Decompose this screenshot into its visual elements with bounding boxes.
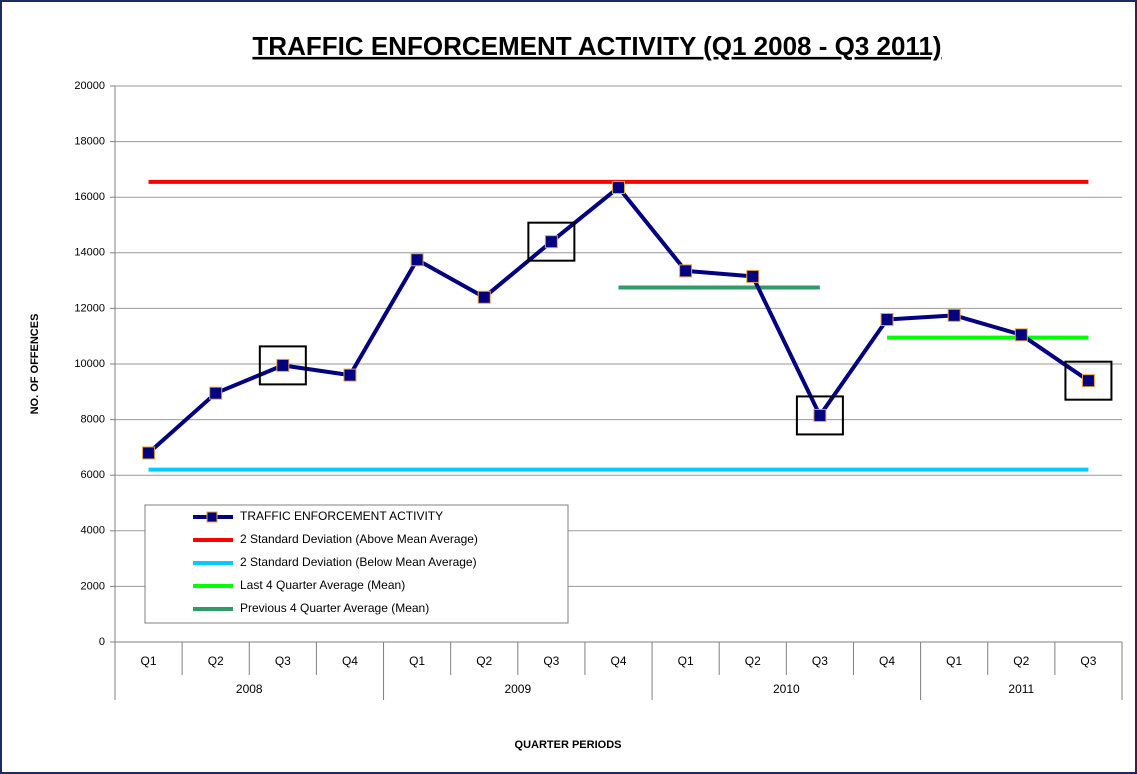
data-point (544, 235, 558, 249)
x-tick-label: Q4 (342, 654, 358, 668)
x-tick-label: Q1 (946, 654, 962, 668)
y-tick-label: 0 (99, 636, 105, 648)
highlight-box (795, 395, 844, 436)
highlight-box (258, 345, 307, 386)
data-point (880, 313, 894, 327)
data-point (209, 386, 223, 400)
x-tick-label: Q4 (879, 654, 895, 668)
y-axis-title: NO. OF OFFENCES (29, 314, 41, 415)
highlight-box (527, 221, 576, 262)
x-group-label: 2011 (1008, 682, 1034, 696)
y-tick-label: 16000 (74, 191, 105, 203)
data-point (343, 368, 357, 382)
x-tick-label: Q2 (208, 654, 224, 668)
y-tick-label: 4000 (81, 525, 105, 537)
x-group-label: 2008 (236, 682, 263, 696)
data-point (1014, 328, 1028, 342)
data-point (813, 408, 827, 422)
chart-title: TRAFFIC ENFORCEMENT ACTIVITY (Q1 2008 - … (252, 31, 941, 61)
legend-label: Previous 4 Quarter Average (Mean) (240, 601, 429, 615)
x-tick-label: Q3 (812, 654, 828, 668)
x-tick-label: Q3 (543, 654, 559, 668)
data-point (410, 253, 424, 267)
data-point (1081, 374, 1095, 388)
legend-label: 2 Standard Deviation (Below Mean Average… (240, 555, 477, 569)
x-tick-label: Q1 (409, 654, 425, 668)
data-point (477, 290, 491, 304)
data-point (746, 269, 760, 283)
y-tick-label: 10000 (74, 358, 105, 370)
x-tick-label: Q3 (275, 654, 291, 668)
x-group-label: 2010 (773, 682, 800, 696)
data-point (679, 264, 693, 278)
x-tick-label: Q2 (476, 654, 492, 668)
x-tick-label: Q1 (678, 654, 694, 668)
y-tick-label: 2000 (81, 580, 105, 592)
y-tick-label: 20000 (74, 80, 105, 92)
x-tick-label: Q2 (1013, 654, 1029, 668)
data-point (612, 180, 625, 194)
highlight-box (1064, 360, 1113, 401)
x-axis-title: QUARTER PERIODS (515, 739, 622, 751)
legend-label: 2 Standard Deviation (Above Mean Average… (240, 532, 478, 546)
data-point (947, 308, 961, 322)
legend-marker (206, 511, 218, 523)
x-tick-label: Q4 (610, 654, 626, 668)
y-tick-label: 6000 (81, 469, 105, 481)
y-tick-label: 12000 (74, 302, 105, 314)
y-tick-label: 18000 (74, 136, 105, 148)
y-tick-label: 8000 (81, 414, 105, 426)
data-point (142, 446, 156, 460)
legend-label: Last 4 Quarter Average (Mean) (240, 578, 405, 592)
legend-label: TRAFFIC ENFORCEMENT ACTIVITY (240, 509, 443, 523)
y-tick-label: 14000 (74, 247, 105, 259)
x-tick-label: Q3 (1080, 654, 1096, 668)
data-point (276, 358, 290, 372)
x-tick-label: Q2 (745, 654, 761, 668)
x-tick-label: Q1 (141, 654, 157, 668)
x-group-label: 2009 (504, 682, 531, 696)
